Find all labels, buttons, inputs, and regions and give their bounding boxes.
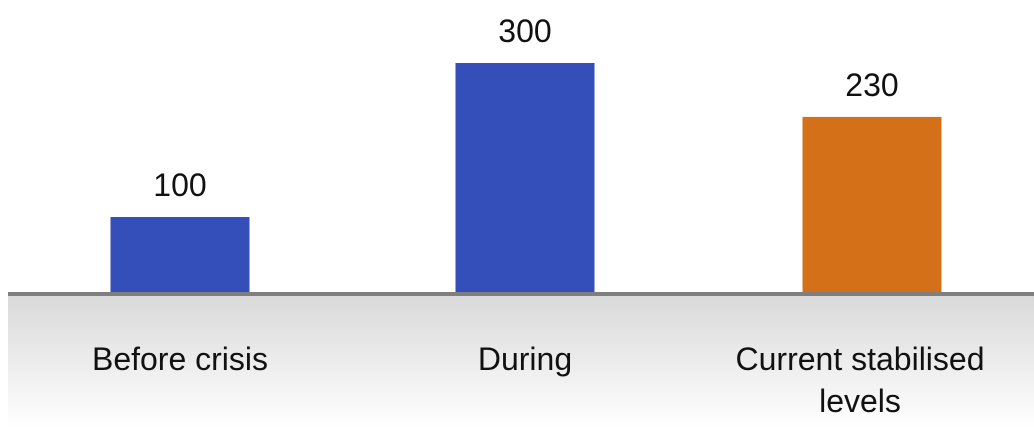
category-label: Before crisis (92, 341, 268, 377)
floor-shading (8, 294, 1034, 428)
category-label: During (478, 341, 572, 377)
category-label: levels (819, 383, 901, 419)
category-label: Current stabilised (736, 341, 985, 377)
bar-value-label: 300 (498, 13, 551, 49)
bar-value-label: 100 (153, 167, 206, 203)
bar-value-label: 230 (845, 67, 898, 103)
bar (802, 116, 942, 295)
bar (455, 63, 595, 294)
bar (110, 217, 250, 294)
